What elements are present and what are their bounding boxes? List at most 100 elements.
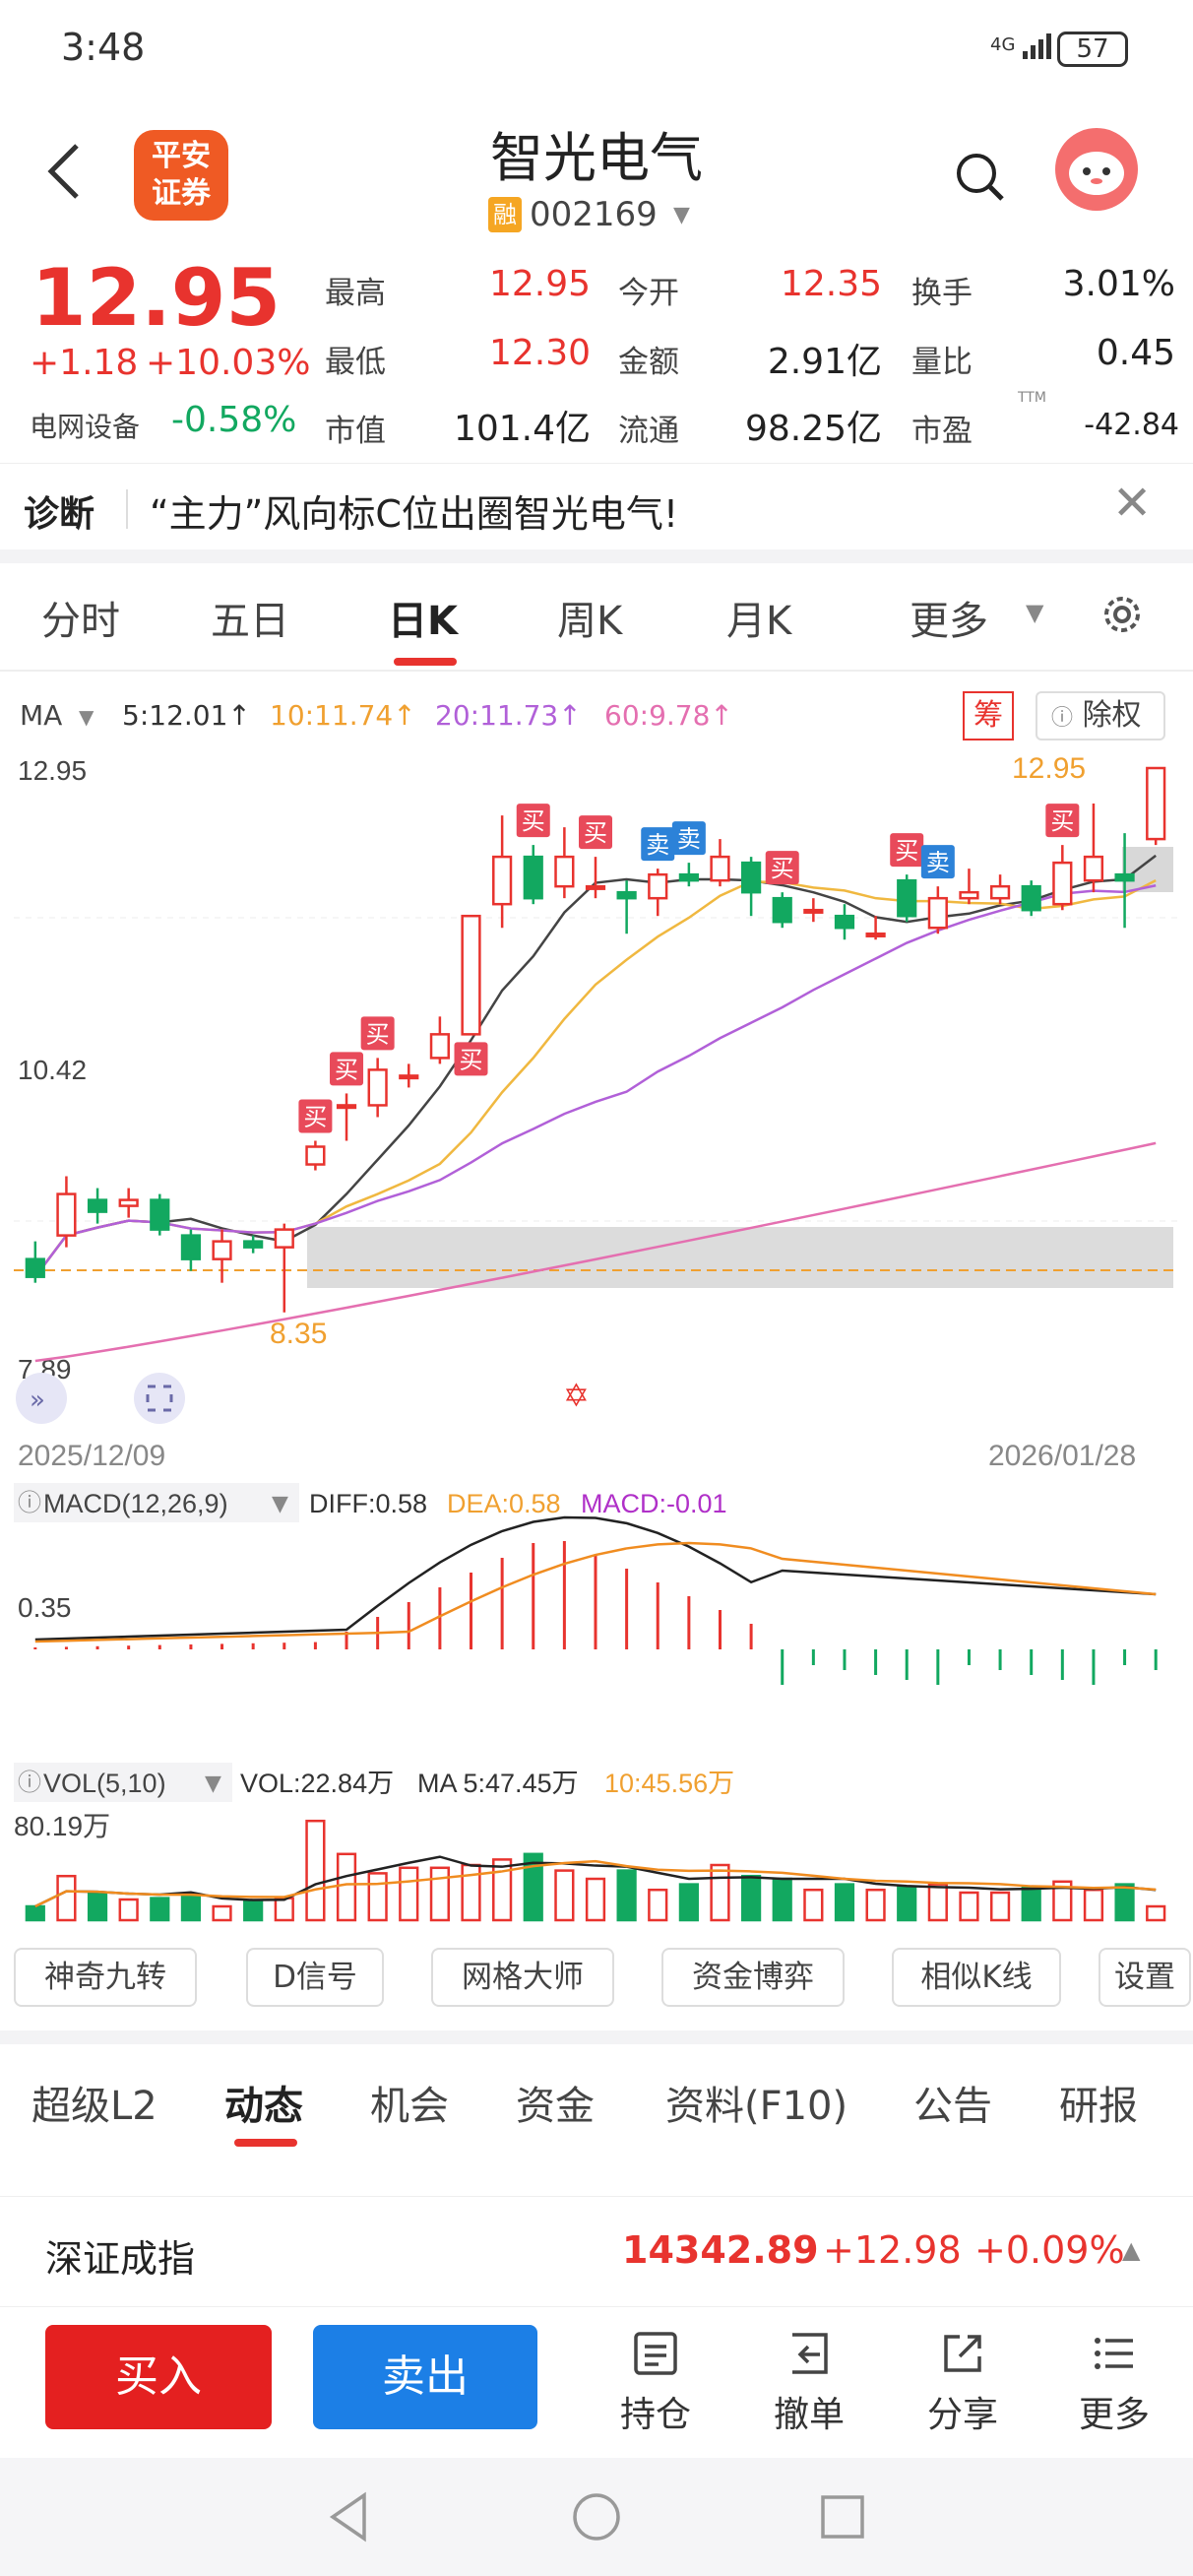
buy-signal-badge[interactable]: [516, 804, 550, 838]
nav-home-icon[interactable]: [569, 2489, 624, 2544]
tool-d-signal[interactable]: D信号: [246, 1948, 384, 2007]
chip-distribution-button[interactable]: 筹: [963, 691, 1014, 741]
holdings-button[interactable]: 持仓: [596, 2329, 715, 2437]
tab-announcement[interactable]: 公告: [913, 2084, 992, 2129]
candle: [25, 1257, 45, 1278]
ma-label[interactable]: MA: [20, 699, 63, 732]
sell-signal-badge[interactable]: [920, 845, 955, 879]
search-button[interactable]: [953, 150, 1008, 205]
active-tab-indicator: [394, 658, 457, 666]
share-button[interactable]: 分享: [904, 2329, 1022, 2437]
low-label: 最低: [325, 345, 386, 380]
float-cap-value: 98.25亿: [744, 409, 882, 449]
buy-button[interactable]: 买入: [45, 2325, 272, 2429]
candle: [959, 890, 979, 900]
diagnosis-text[interactable]: “主力”风向标C位出圈智光电气!: [150, 492, 679, 536]
fullscreen-button[interactable]: [134, 1373, 185, 1424]
tab-daily-k[interactable]: 日K: [388, 599, 458, 644]
sell-signal-badge[interactable]: [671, 821, 706, 856]
diagnosis-banner[interactable]: 诊断 “主力”风向标C位出圈智光电气! ✕: [0, 463, 1193, 551]
candle: [399, 1074, 419, 1080]
macd-selector[interactable]: [14, 1483, 299, 1522]
caret-down-icon[interactable]: ▼: [1026, 599, 1044, 626]
buy-signal-badge[interactable]: [1045, 804, 1080, 838]
caret-down-icon[interactable]: ▼: [673, 203, 690, 227]
gear-icon: [1104, 597, 1140, 632]
volume-bar: [243, 1900, 264, 1922]
tool-capital-game[interactable]: 资金博弈: [661, 1948, 845, 2007]
kline-chart[interactable]: 12.95 10.42 7.89 买买买买买买卖卖买买 卖买 12.95 8.35…: [0, 748, 1193, 1940]
tool-settings[interactable]: 设置: [1099, 1948, 1191, 2007]
candle: [243, 1240, 264, 1249]
pe-label: 市盈: [911, 414, 973, 449]
candle: [772, 896, 792, 924]
amount-label: 金额: [618, 345, 679, 380]
back-button[interactable]: [43, 140, 102, 209]
diagnosis-label: 诊断: [24, 494, 95, 535]
caret-down-icon[interactable]: ▼: [205, 1771, 221, 1796]
vol-selector[interactable]: [14, 1763, 232, 1802]
tab-research[interactable]: 研报: [1059, 2084, 1138, 2129]
buy-signal-text: 买: [895, 837, 918, 865]
tab-news[interactable]: 动态: [224, 2084, 303, 2129]
sector-change[interactable]: -0.58%: [171, 400, 297, 440]
tab-weekly-k[interactable]: 周K: [557, 599, 623, 644]
caret-down-icon[interactable]: ▼: [79, 705, 94, 729]
candle: [927, 896, 948, 930]
ma10-value: 10:11.74↑: [270, 699, 416, 732]
tab-intraday[interactable]: 分时: [41, 599, 120, 644]
sell-signal-badge[interactable]: [641, 827, 675, 862]
sell-button[interactable]: 卖出: [313, 2325, 537, 2429]
buy-signal-badge[interactable]: [298, 1099, 333, 1133]
expand-button[interactable]: [16, 1373, 67, 1424]
double-chevron-icon: »: [30, 1385, 45, 1415]
candle: [1146, 766, 1166, 841]
tool-grid-master[interactable]: 网格大师: [431, 1948, 614, 2007]
close-icon[interactable]: ✕: [1112, 476, 1153, 531]
index-ticker[interactable]: 深证成指 14342.89 +12.98 +0.09% ▲: [0, 2196, 1193, 2304]
settings-button[interactable]: [1099, 591, 1146, 642]
cancel-order-button[interactable]: 撤单: [750, 2329, 868, 2437]
volume-bar: [367, 1872, 388, 1922]
info-icon: ⓘ: [18, 1769, 41, 1796]
tab-f10[interactable]: 资料(F10): [665, 2084, 848, 2129]
buy-signal-badge[interactable]: [765, 851, 799, 885]
tool-similar-k[interactable]: 相似K线: [892, 1948, 1061, 2007]
assistant-avatar[interactable]: [1055, 128, 1138, 211]
tab-five-day[interactable]: 五日: [211, 599, 289, 644]
candle: [336, 1104, 357, 1110]
buy-signal-badge[interactable]: [330, 1052, 364, 1086]
broker-logo[interactable]: 平安 证券: [134, 130, 228, 221]
nav-back-icon[interactable]: [325, 2487, 374, 2546]
vol-ma5: MA 5:47.45万: [417, 1769, 579, 1798]
star-icon[interactable]: ✡: [563, 1377, 590, 1414]
tab-opportunity[interactable]: 机会: [370, 2084, 449, 2129]
volume-bar: [585, 1877, 606, 1922]
buy-signal-badge[interactable]: [890, 833, 924, 868]
caret-up-icon[interactable]: ▲: [1122, 2236, 1141, 2264]
caret-down-icon[interactable]: ▼: [272, 1492, 288, 1516]
tab-monthly-k[interactable]: 月K: [726, 599, 792, 644]
volume-bar: [150, 1897, 170, 1922]
date-start: 2025/12/09: [18, 1440, 165, 1472]
buy-signal-badge[interactable]: [360, 1016, 395, 1051]
stock-code[interactable]: 002169: [530, 195, 658, 234]
buy-signal-badge[interactable]: [454, 1042, 488, 1076]
tool-magic-nine[interactable]: 神奇九转: [14, 1948, 197, 2007]
adjust-button[interactable]: ⓘ 除权: [1036, 691, 1165, 741]
buy-signal-badge[interactable]: [579, 815, 612, 850]
candle: [180, 1234, 202, 1260]
volume-bar: [772, 1877, 792, 1922]
nav-recents-icon[interactable]: [817, 2491, 868, 2543]
index-name: 深证成指: [45, 2237, 196, 2281]
sector-name[interactable]: 电网设备: [30, 411, 141, 443]
more-label: 更多: [1078, 2395, 1150, 2435]
tab-super-l2[interactable]: 超级L2: [31, 2084, 157, 2129]
tab-more[interactable]: 更多: [910, 599, 988, 644]
volume-bar: [897, 1886, 917, 1922]
more-button[interactable]: 更多: [1055, 2329, 1173, 2437]
candle: [554, 855, 575, 888]
share-label: 分享: [926, 2395, 998, 2435]
candle: [678, 872, 699, 882]
tab-capital[interactable]: 资金: [516, 2084, 595, 2129]
